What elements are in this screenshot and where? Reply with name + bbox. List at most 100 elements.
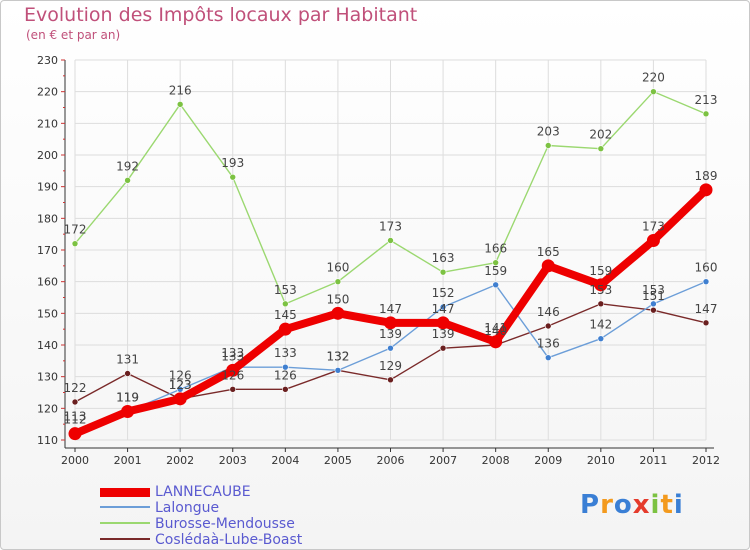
x-tick-label: 2008 [482, 454, 510, 467]
data-point [702, 319, 710, 327]
logo-letter: i [673, 490, 684, 520]
data-label: 133 [221, 346, 244, 360]
data-point [492, 259, 499, 266]
data-label: 147 [379, 302, 402, 316]
data-point [594, 278, 608, 292]
y-tick-label: 220 [37, 86, 58, 99]
data-label: 147 [432, 302, 455, 316]
data-point [650, 306, 657, 314]
data-label: 133 [221, 349, 244, 363]
data-label: 132 [326, 349, 349, 363]
data-point [71, 398, 79, 406]
logo-letter: o [613, 490, 633, 520]
data-point [387, 376, 394, 384]
y-tick-label: 200 [37, 149, 58, 162]
x-tick-label: 2004 [271, 454, 299, 467]
data-label: 163 [432, 251, 455, 265]
data-label: 153 [589, 283, 612, 297]
legend-swatch-lalongue [100, 506, 150, 508]
data-label: 189 [695, 169, 718, 183]
y-tick-label: 230 [37, 54, 58, 67]
y-tick-label: 140 [37, 339, 58, 352]
x-tick-label: 2011 [639, 454, 667, 467]
data-label: 129 [379, 359, 402, 373]
data-label: 119 [116, 391, 139, 405]
y-tick-label: 150 [37, 307, 58, 320]
data-point [226, 363, 240, 377]
x-tick-label: 2007 [429, 454, 457, 467]
data-point [229, 173, 237, 181]
data-label: 159 [589, 264, 612, 278]
data-label: 113 [64, 410, 87, 424]
data-label: 133 [274, 346, 297, 360]
data-label: 192 [116, 159, 139, 173]
x-tick-label: 2002 [166, 454, 194, 467]
chart-title: Evolution des Impôts locaux par Habitant [24, 4, 418, 26]
logo-letter: r [600, 490, 614, 520]
x-tick-label: 2001 [114, 454, 142, 467]
y-tick-label: 120 [37, 402, 58, 415]
data-label: 159 [484, 264, 507, 278]
logo-letter: x [632, 490, 651, 520]
data-label: 126 [221, 368, 244, 382]
data-point [597, 145, 605, 152]
data-label: 122 [64, 381, 87, 395]
data-label: 126 [169, 368, 192, 382]
legend-label-lannecaube: LANNECAUBE [155, 484, 251, 500]
data-label: 203 [537, 125, 560, 139]
y-tick-label: 210 [37, 117, 58, 130]
legend-label-lalongue: Lalongue [155, 500, 220, 516]
data-point [229, 386, 237, 393]
data-point [650, 88, 657, 95]
y-tick-label: 160 [37, 276, 58, 289]
legend-swatch-burosse-mendousse [100, 522, 150, 524]
data-label: 172 [64, 223, 87, 237]
x-tick-label: 2006 [377, 454, 405, 467]
y-tick-label: 110 [37, 434, 58, 447]
data-point [544, 322, 552, 330]
x-tick-label: 2012 [692, 454, 720, 467]
data-point [282, 363, 289, 371]
data-point [121, 405, 135, 418]
data-label: 193 [221, 156, 244, 170]
data-label: 150 [326, 292, 349, 306]
y-tick-label: 130 [37, 371, 58, 384]
data-label: 119 [116, 391, 139, 405]
data-point [278, 322, 292, 336]
data-label: 131 [116, 353, 139, 367]
data-label: 165 [537, 245, 560, 259]
proxiti-logo: Proxiti [580, 490, 684, 520]
data-point [176, 101, 184, 108]
data-point [334, 278, 342, 285]
y-tick-label: 180 [37, 212, 58, 225]
data-label: 153 [274, 283, 297, 297]
data-point [439, 303, 447, 311]
x-tick-label: 2010 [587, 454, 615, 467]
data-point [173, 392, 187, 406]
logo-letter: t [660, 490, 674, 520]
data-point [387, 237, 394, 244]
data-label: 152 [432, 286, 455, 300]
data-label: 123 [169, 378, 192, 392]
data-point [702, 278, 710, 285]
data-point [646, 234, 660, 247]
data-label: 202 [589, 128, 612, 142]
data-point [124, 370, 131, 377]
x-tick-label: 2000 [61, 454, 89, 467]
data-point [331, 306, 345, 320]
data-point [597, 335, 605, 342]
data-point [384, 316, 397, 330]
x-tick-label: 2005 [324, 454, 352, 467]
y-tick-label: 190 [37, 181, 58, 194]
x-tick-label: 2009 [534, 454, 562, 467]
data-label: 160 [695, 261, 718, 275]
data-label: 126 [274, 368, 297, 382]
data-label: 153 [642, 283, 665, 297]
data-label: 220 [642, 71, 665, 85]
data-label: 216 [169, 83, 192, 97]
data-point [699, 183, 713, 197]
data-point [597, 300, 605, 308]
legend-label-cosledaa-lube-boast: Coslédaà-Lube-Boast [155, 532, 303, 548]
legend-swatch-lannecaube [100, 488, 150, 497]
data-label: 142 [589, 318, 612, 332]
